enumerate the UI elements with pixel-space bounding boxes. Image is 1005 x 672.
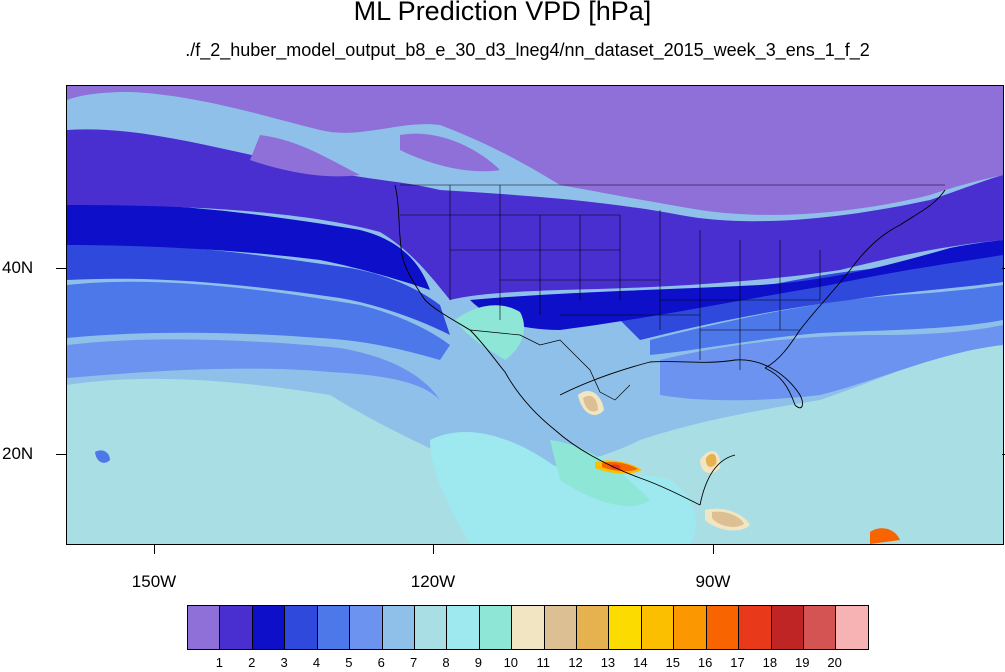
colorbar-label: 10 (503, 655, 519, 670)
colorbar-label: 11 (536, 655, 550, 670)
colorbar-label: 2 (248, 655, 256, 670)
hawaii-island (95, 450, 110, 463)
colorbar-swatch (252, 606, 286, 649)
colorbar-label: 9 (474, 655, 483, 670)
colorbar-swatch (350, 606, 383, 649)
map-subtitle: ./f_2_huber_model_output_b8_e_30_d3_lneg… (185, 40, 870, 60)
field-level-6 (67, 325, 1003, 401)
field-level-18 (610, 464, 621, 470)
colorbar (187, 605, 869, 650)
colorbar-swatch (641, 606, 675, 649)
field-level-3 (67, 204, 1003, 330)
mexico-border (469, 329, 631, 401)
lat-tick-20n (56, 454, 66, 455)
field-level-17 (602, 461, 900, 544)
lat-tick-20n-right (1002, 454, 1005, 455)
field-level-5 (67, 281, 1003, 360)
colorbar-label: 13 (600, 655, 616, 670)
colorbar-label: 6 (377, 655, 385, 670)
lon-tick-120w (433, 544, 434, 554)
field-level-1 (67, 86, 1003, 215)
colorbar-swatch (512, 606, 545, 649)
colorbar-swatch (188, 606, 221, 649)
lon-label-120w: 120W (410, 572, 456, 591)
colorbar-swatch (577, 606, 610, 649)
colorbar-label: 4 (312, 655, 321, 670)
map-title: ML Prediction VPD [hPa] (353, 0, 652, 26)
colorbar-swatch (220, 606, 253, 649)
field-level-10 (455, 305, 650, 507)
colorbar-label: 3 (280, 655, 288, 670)
field-level-9 (430, 431, 696, 544)
coastline (394, 184, 946, 506)
lon-tick-150w (154, 544, 155, 554)
lat-label-20n: 20N (2, 444, 34, 463)
colorbar-label: 5 (345, 655, 353, 670)
vpd-map (67, 86, 1003, 544)
colorbar-swatch (836, 606, 868, 649)
colorbar-swatch (674, 606, 707, 649)
colorbar-label: 7 (410, 655, 418, 670)
colorbar-swatch (771, 606, 805, 649)
colorbar-label: 18 (762, 655, 778, 670)
colorbar-swatch (479, 606, 513, 649)
colorbar-label: 17 (730, 655, 745, 670)
colorbar-label: 20 (827, 655, 842, 670)
colorbar-swatch (609, 606, 642, 649)
lon-label-90w: 90W (695, 572, 731, 591)
colorbar-swatch (544, 606, 578, 649)
field-level-8 (67, 345, 1003, 544)
lat-tick-40n-right (1002, 268, 1005, 269)
state-borders (400, 184, 945, 370)
field-level-12 (583, 395, 744, 527)
lon-label-150w: 150W (131, 572, 177, 591)
colorbar-swatch (739, 606, 772, 649)
colorbar-label: 16 (697, 655, 713, 670)
colorbar-swatch (317, 606, 351, 649)
field-level-13 (705, 453, 717, 467)
colorbar-swatch (414, 606, 448, 649)
colorbar-swatch (285, 606, 318, 649)
colorbar-swatch (804, 606, 837, 649)
lat-tick-40n (56, 268, 66, 269)
colorbar-label: 8 (442, 655, 450, 670)
lon-tick-90w (713, 544, 714, 554)
colorbar-swatch (706, 606, 740, 649)
colorbar-swatch (447, 606, 480, 649)
colorbar-swatch (382, 606, 415, 649)
colorbar-label: 12 (568, 655, 583, 670)
colorbar-label: 14 (633, 655, 648, 670)
field-level-4 (67, 244, 1003, 340)
colorbar-label: 1 (215, 655, 223, 670)
colorbar-label: 15 (665, 655, 680, 670)
colorbar-label: 19 (795, 655, 810, 670)
lat-label-40n: 40N (2, 258, 34, 277)
